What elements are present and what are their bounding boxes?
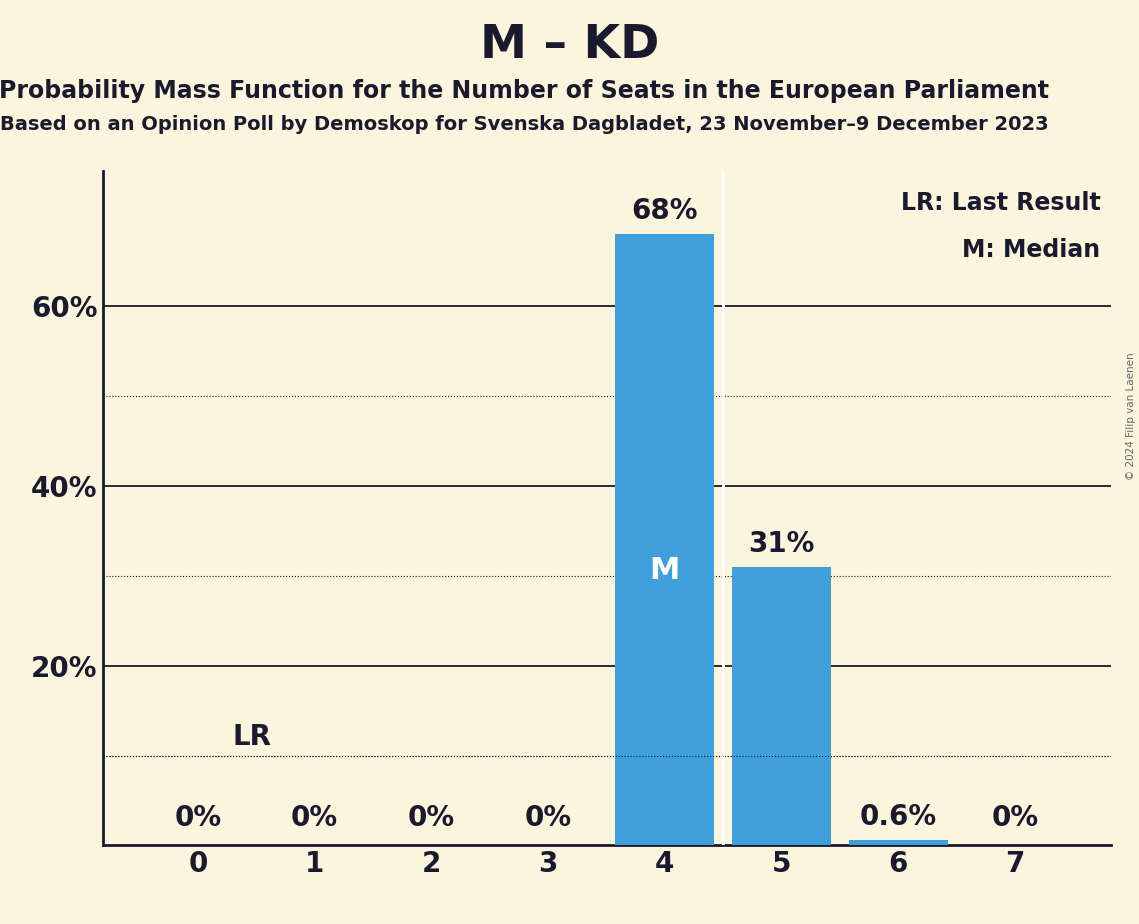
Text: 0%: 0%: [525, 804, 572, 832]
Text: 0%: 0%: [292, 804, 338, 832]
Text: LR: Last Result: LR: Last Result: [901, 191, 1100, 215]
Text: 0%: 0%: [174, 804, 221, 832]
Bar: [849, 840, 948, 845]
Text: 68%: 68%: [632, 197, 698, 225]
Text: M – KD: M – KD: [480, 23, 659, 68]
Text: 0%: 0%: [992, 804, 1039, 832]
Bar: [615, 234, 714, 845]
Text: 0.6%: 0.6%: [860, 803, 937, 831]
Text: Probability Mass Function for the Number of Seats in the European Parliament: Probability Mass Function for the Number…: [0, 79, 1049, 103]
Text: Based on an Opinion Poll by Demoskop for Svenska Dagbladet, 23 November–9 Decemb: Based on an Opinion Poll by Demoskop for…: [0, 116, 1048, 135]
Text: 0%: 0%: [408, 804, 454, 832]
Text: © 2024 Filip van Laenen: © 2024 Filip van Laenen: [1126, 352, 1136, 480]
Bar: [732, 566, 831, 845]
Text: LR: LR: [233, 723, 272, 751]
Text: 31%: 31%: [748, 529, 814, 558]
Text: M: Median: M: Median: [962, 238, 1100, 262]
Text: M: M: [649, 555, 680, 585]
